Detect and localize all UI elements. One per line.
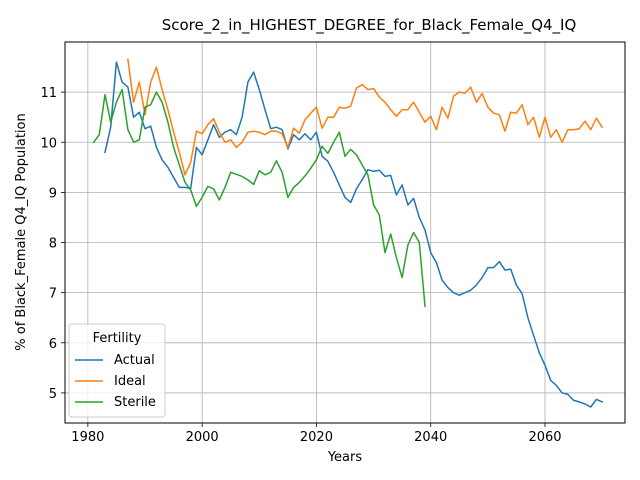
x-tick-label: 2060 xyxy=(528,430,561,445)
series-line-sterile xyxy=(92,88,426,308)
series-line-actual xyxy=(104,61,604,408)
y-tick-label: 9 xyxy=(49,186,57,201)
x-tick-label: 2040 xyxy=(414,430,447,445)
y-axis: 5 6 7 8 9 10 11 xyxy=(40,86,65,402)
x-tick-label: 1980 xyxy=(71,430,104,445)
y-tick-label: 10 xyxy=(40,136,57,151)
x-axis: 1980 2000 2020 2040 2060 xyxy=(71,423,562,445)
x-tick-label: 2000 xyxy=(186,430,219,445)
series-lines xyxy=(92,58,604,408)
y-tick-label: 8 xyxy=(49,237,57,252)
legend-box xyxy=(68,323,166,418)
y-tick-label: 5 xyxy=(49,387,57,402)
grid xyxy=(65,42,625,423)
x-axis-label: Years xyxy=(327,450,363,465)
x-tick-label: 2020 xyxy=(300,430,333,445)
y-axis-label: % of Black_Female Q4_IQ Population xyxy=(14,113,29,350)
legend: Fertility Actual Ideal Sterile xyxy=(68,323,166,418)
chart-title: Score_2_in_HIGHEST_DEGREE_for_Black_Fema… xyxy=(162,16,577,35)
y-tick-label: 7 xyxy=(49,287,57,302)
legend-title: Fertility xyxy=(93,331,142,346)
y-tick-label: 11 xyxy=(40,86,57,101)
legend-label-actual: Actual xyxy=(114,353,155,368)
legend-label-ideal: Ideal xyxy=(114,374,146,389)
y-tick-label: 6 xyxy=(49,337,57,352)
plot-frame xyxy=(64,41,626,424)
legend-label-sterile: Sterile xyxy=(114,395,156,410)
series-line-ideal xyxy=(127,58,604,176)
